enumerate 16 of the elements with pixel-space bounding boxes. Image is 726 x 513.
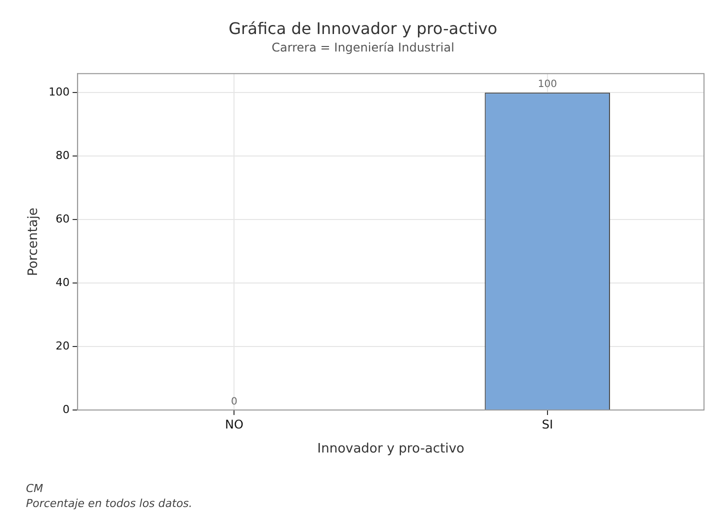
data-label: 100 bbox=[538, 79, 557, 90]
x-tick-label: SI bbox=[542, 417, 553, 432]
y-tick-label: 20 bbox=[56, 339, 70, 352]
x-tick-label: NO bbox=[224, 417, 244, 432]
chart-subtitle: Carrera = Ingeniería Industrial bbox=[272, 40, 454, 55]
text: Porcentaje en todos los datos. bbox=[26, 497, 192, 510]
chart-title: Gráfica de Innovador y pro-activo bbox=[228, 18, 498, 38]
data-label: 0 bbox=[231, 396, 238, 408]
y-tick-label: 80 bbox=[56, 148, 70, 162]
y-tick-label: 100 bbox=[48, 86, 70, 98]
y-tick-label: 60 bbox=[56, 212, 70, 226]
x-axis-title: Innovador y pro-activo bbox=[317, 442, 464, 457]
y-tick-label: 40 bbox=[56, 276, 70, 289]
y-axis-title: Porcentaje bbox=[26, 208, 42, 276]
text: CM bbox=[26, 482, 44, 495]
y-tick-label: 0 bbox=[62, 402, 70, 416]
